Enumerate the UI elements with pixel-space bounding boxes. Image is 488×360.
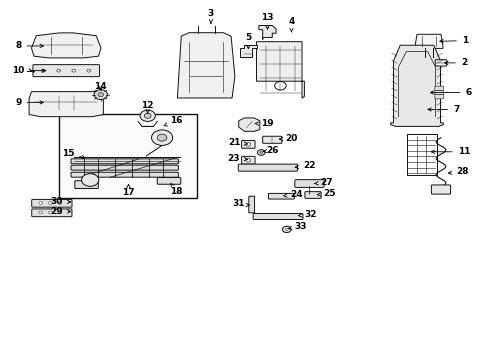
Circle shape [39, 202, 42, 204]
Text: 14: 14 [94, 82, 107, 91]
Text: 32: 32 [298, 210, 316, 219]
Text: 16: 16 [164, 116, 183, 126]
FancyBboxPatch shape [241, 156, 255, 164]
Circle shape [157, 134, 166, 141]
FancyBboxPatch shape [32, 199, 72, 207]
FancyBboxPatch shape [434, 86, 443, 90]
Text: 26: 26 [263, 145, 278, 154]
Polygon shape [390, 45, 443, 126]
FancyBboxPatch shape [434, 95, 443, 99]
FancyBboxPatch shape [71, 172, 178, 177]
FancyBboxPatch shape [75, 181, 98, 189]
FancyBboxPatch shape [434, 90, 443, 95]
Text: 2: 2 [444, 58, 466, 67]
Text: 3: 3 [207, 9, 214, 23]
Circle shape [98, 93, 103, 97]
FancyBboxPatch shape [157, 177, 181, 184]
Circle shape [58, 211, 62, 214]
Polygon shape [238, 118, 259, 131]
Polygon shape [414, 34, 442, 48]
Text: 4: 4 [288, 17, 294, 32]
Circle shape [257, 150, 264, 155]
Text: 8: 8 [15, 41, 43, 50]
Circle shape [87, 69, 91, 72]
FancyBboxPatch shape [71, 159, 178, 164]
Circle shape [245, 158, 250, 162]
FancyBboxPatch shape [241, 140, 255, 148]
Bar [59, 114, 196, 198]
Circle shape [48, 202, 52, 204]
Circle shape [41, 69, 45, 72]
Text: 21: 21 [228, 139, 247, 148]
Circle shape [144, 113, 151, 118]
Polygon shape [29, 92, 103, 117]
Circle shape [282, 226, 290, 233]
Text: 19: 19 [255, 119, 273, 128]
Text: 17: 17 [122, 184, 135, 197]
FancyBboxPatch shape [294, 180, 324, 188]
Text: 11: 11 [430, 147, 469, 156]
Text: 9: 9 [15, 98, 43, 107]
Circle shape [151, 130, 172, 145]
Text: 28: 28 [447, 167, 468, 176]
Polygon shape [239, 45, 256, 57]
FancyBboxPatch shape [248, 196, 254, 213]
Circle shape [140, 110, 155, 121]
Polygon shape [256, 42, 304, 98]
Circle shape [81, 174, 99, 186]
FancyBboxPatch shape [238, 164, 297, 171]
Text: 27: 27 [314, 178, 332, 187]
Text: 18: 18 [170, 184, 183, 196]
Circle shape [58, 202, 62, 204]
Text: 30: 30 [50, 197, 71, 206]
Text: 33: 33 [288, 222, 306, 231]
Text: 29: 29 [50, 207, 71, 216]
FancyBboxPatch shape [253, 213, 303, 220]
Circle shape [39, 211, 42, 214]
Text: 10: 10 [12, 66, 45, 75]
FancyBboxPatch shape [434, 60, 446, 66]
Circle shape [57, 69, 61, 72]
Text: 7: 7 [427, 105, 459, 114]
FancyBboxPatch shape [32, 209, 72, 217]
Text: 12: 12 [141, 101, 154, 113]
Polygon shape [31, 33, 101, 58]
Text: 13: 13 [261, 13, 273, 29]
Text: 20: 20 [279, 134, 297, 143]
Text: 23: 23 [227, 154, 247, 163]
Text: 31: 31 [232, 199, 249, 208]
Text: 22: 22 [295, 161, 315, 170]
Polygon shape [258, 26, 276, 40]
FancyBboxPatch shape [71, 165, 178, 170]
Text: 25: 25 [317, 189, 335, 198]
Circle shape [48, 211, 52, 214]
Text: 1: 1 [439, 36, 467, 45]
Circle shape [245, 143, 250, 146]
Circle shape [72, 69, 76, 72]
FancyBboxPatch shape [33, 65, 100, 77]
Text: 15: 15 [62, 149, 85, 159]
Text: 6: 6 [429, 88, 471, 97]
Circle shape [94, 90, 107, 100]
FancyBboxPatch shape [430, 185, 449, 194]
FancyBboxPatch shape [262, 136, 281, 143]
Circle shape [285, 228, 287, 230]
Text: 24: 24 [283, 190, 302, 199]
FancyBboxPatch shape [304, 192, 321, 198]
Circle shape [259, 152, 262, 154]
FancyBboxPatch shape [268, 193, 294, 199]
Text: 5: 5 [244, 33, 251, 49]
Polygon shape [177, 33, 234, 98]
